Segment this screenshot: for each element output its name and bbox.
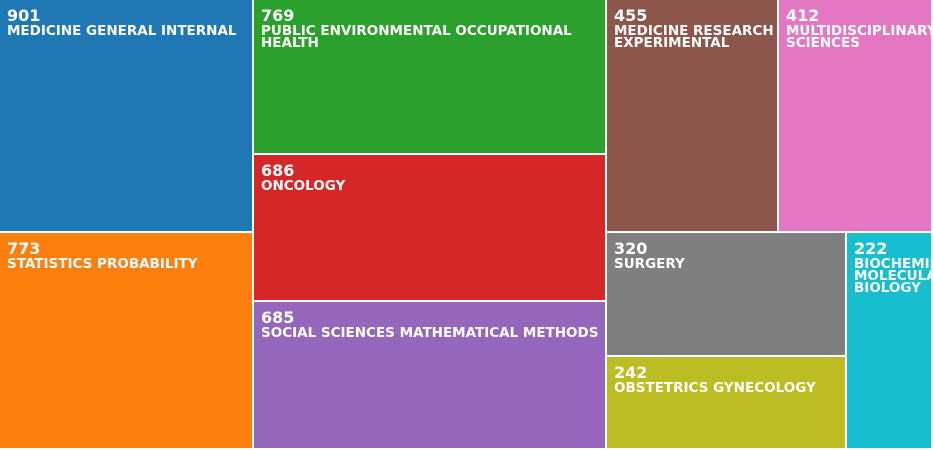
treemap-tile: 686 ONCOLOGY bbox=[254, 155, 607, 302]
tile-value: 686 bbox=[261, 161, 295, 180]
tile-label: MULTIDISCIPLINARY SCIENCES bbox=[786, 23, 933, 51]
treemap-tile: 769 PUBLIC ENVIRONMENTAL OCCUPATIONAL HEA… bbox=[254, 0, 607, 155]
treemap-tile: 320 SURGERY bbox=[607, 233, 847, 357]
tile-label: OBSTETRICS GYNECOLOGY bbox=[614, 380, 816, 396]
tile-value: 901 bbox=[7, 6, 41, 25]
treemap-tile: 412 MULTIDISCIPLINARY SCIENCES bbox=[779, 0, 933, 233]
tile-value: 773 bbox=[7, 239, 41, 258]
tile-value: 769 bbox=[261, 6, 295, 25]
tile-label: STATISTICS PROBABILITY bbox=[7, 256, 198, 272]
tile-label: SURGERY bbox=[614, 256, 685, 272]
tile-label: PUBLIC ENVIRONMENTAL OCCUPATIONAL HEALTH bbox=[261, 23, 572, 51]
tile-value: 222 bbox=[854, 239, 888, 258]
treemap-tile: 773 STATISTICS PROBABILITY bbox=[0, 233, 254, 450]
treemap-tile: 901 MEDICINE GENERAL INTERNAL bbox=[0, 0, 254, 233]
treemap-tile: 455 MEDICINE RESEARCH EXPERIMENTAL bbox=[607, 0, 779, 233]
treemap-tile: 242 OBSTETRICS GYNECOLOGY bbox=[607, 357, 847, 450]
tile-value: 242 bbox=[614, 363, 648, 382]
tile-label: ONCOLOGY bbox=[261, 178, 346, 194]
tile-label: MEDICINE GENERAL INTERNAL bbox=[7, 23, 237, 39]
treemap-tile: 685 SOCIAL SCIENCES MATHEMATICAL METHODS bbox=[254, 302, 607, 450]
tile-value: 685 bbox=[261, 308, 295, 327]
tile-value: 455 bbox=[614, 6, 648, 25]
tile-value: 412 bbox=[786, 6, 820, 25]
tile-label: MEDICINE RESEARCH EXPERIMENTAL bbox=[614, 23, 774, 51]
tile-label: SOCIAL SCIENCES MATHEMATICAL METHODS bbox=[261, 325, 599, 341]
tile-value: 320 bbox=[614, 239, 648, 258]
tile-label: BIOCHEMISTRY MOLECULAR BIOLOGY bbox=[854, 256, 931, 296]
treemap-tile: 222BIOCHEMISTRY MOLECULAR BIOLOGY bbox=[847, 233, 933, 450]
